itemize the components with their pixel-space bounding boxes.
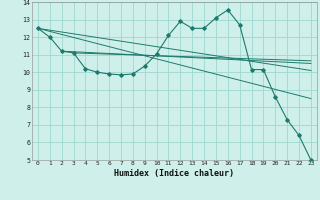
X-axis label: Humidex (Indice chaleur): Humidex (Indice chaleur) (115, 169, 234, 178)
